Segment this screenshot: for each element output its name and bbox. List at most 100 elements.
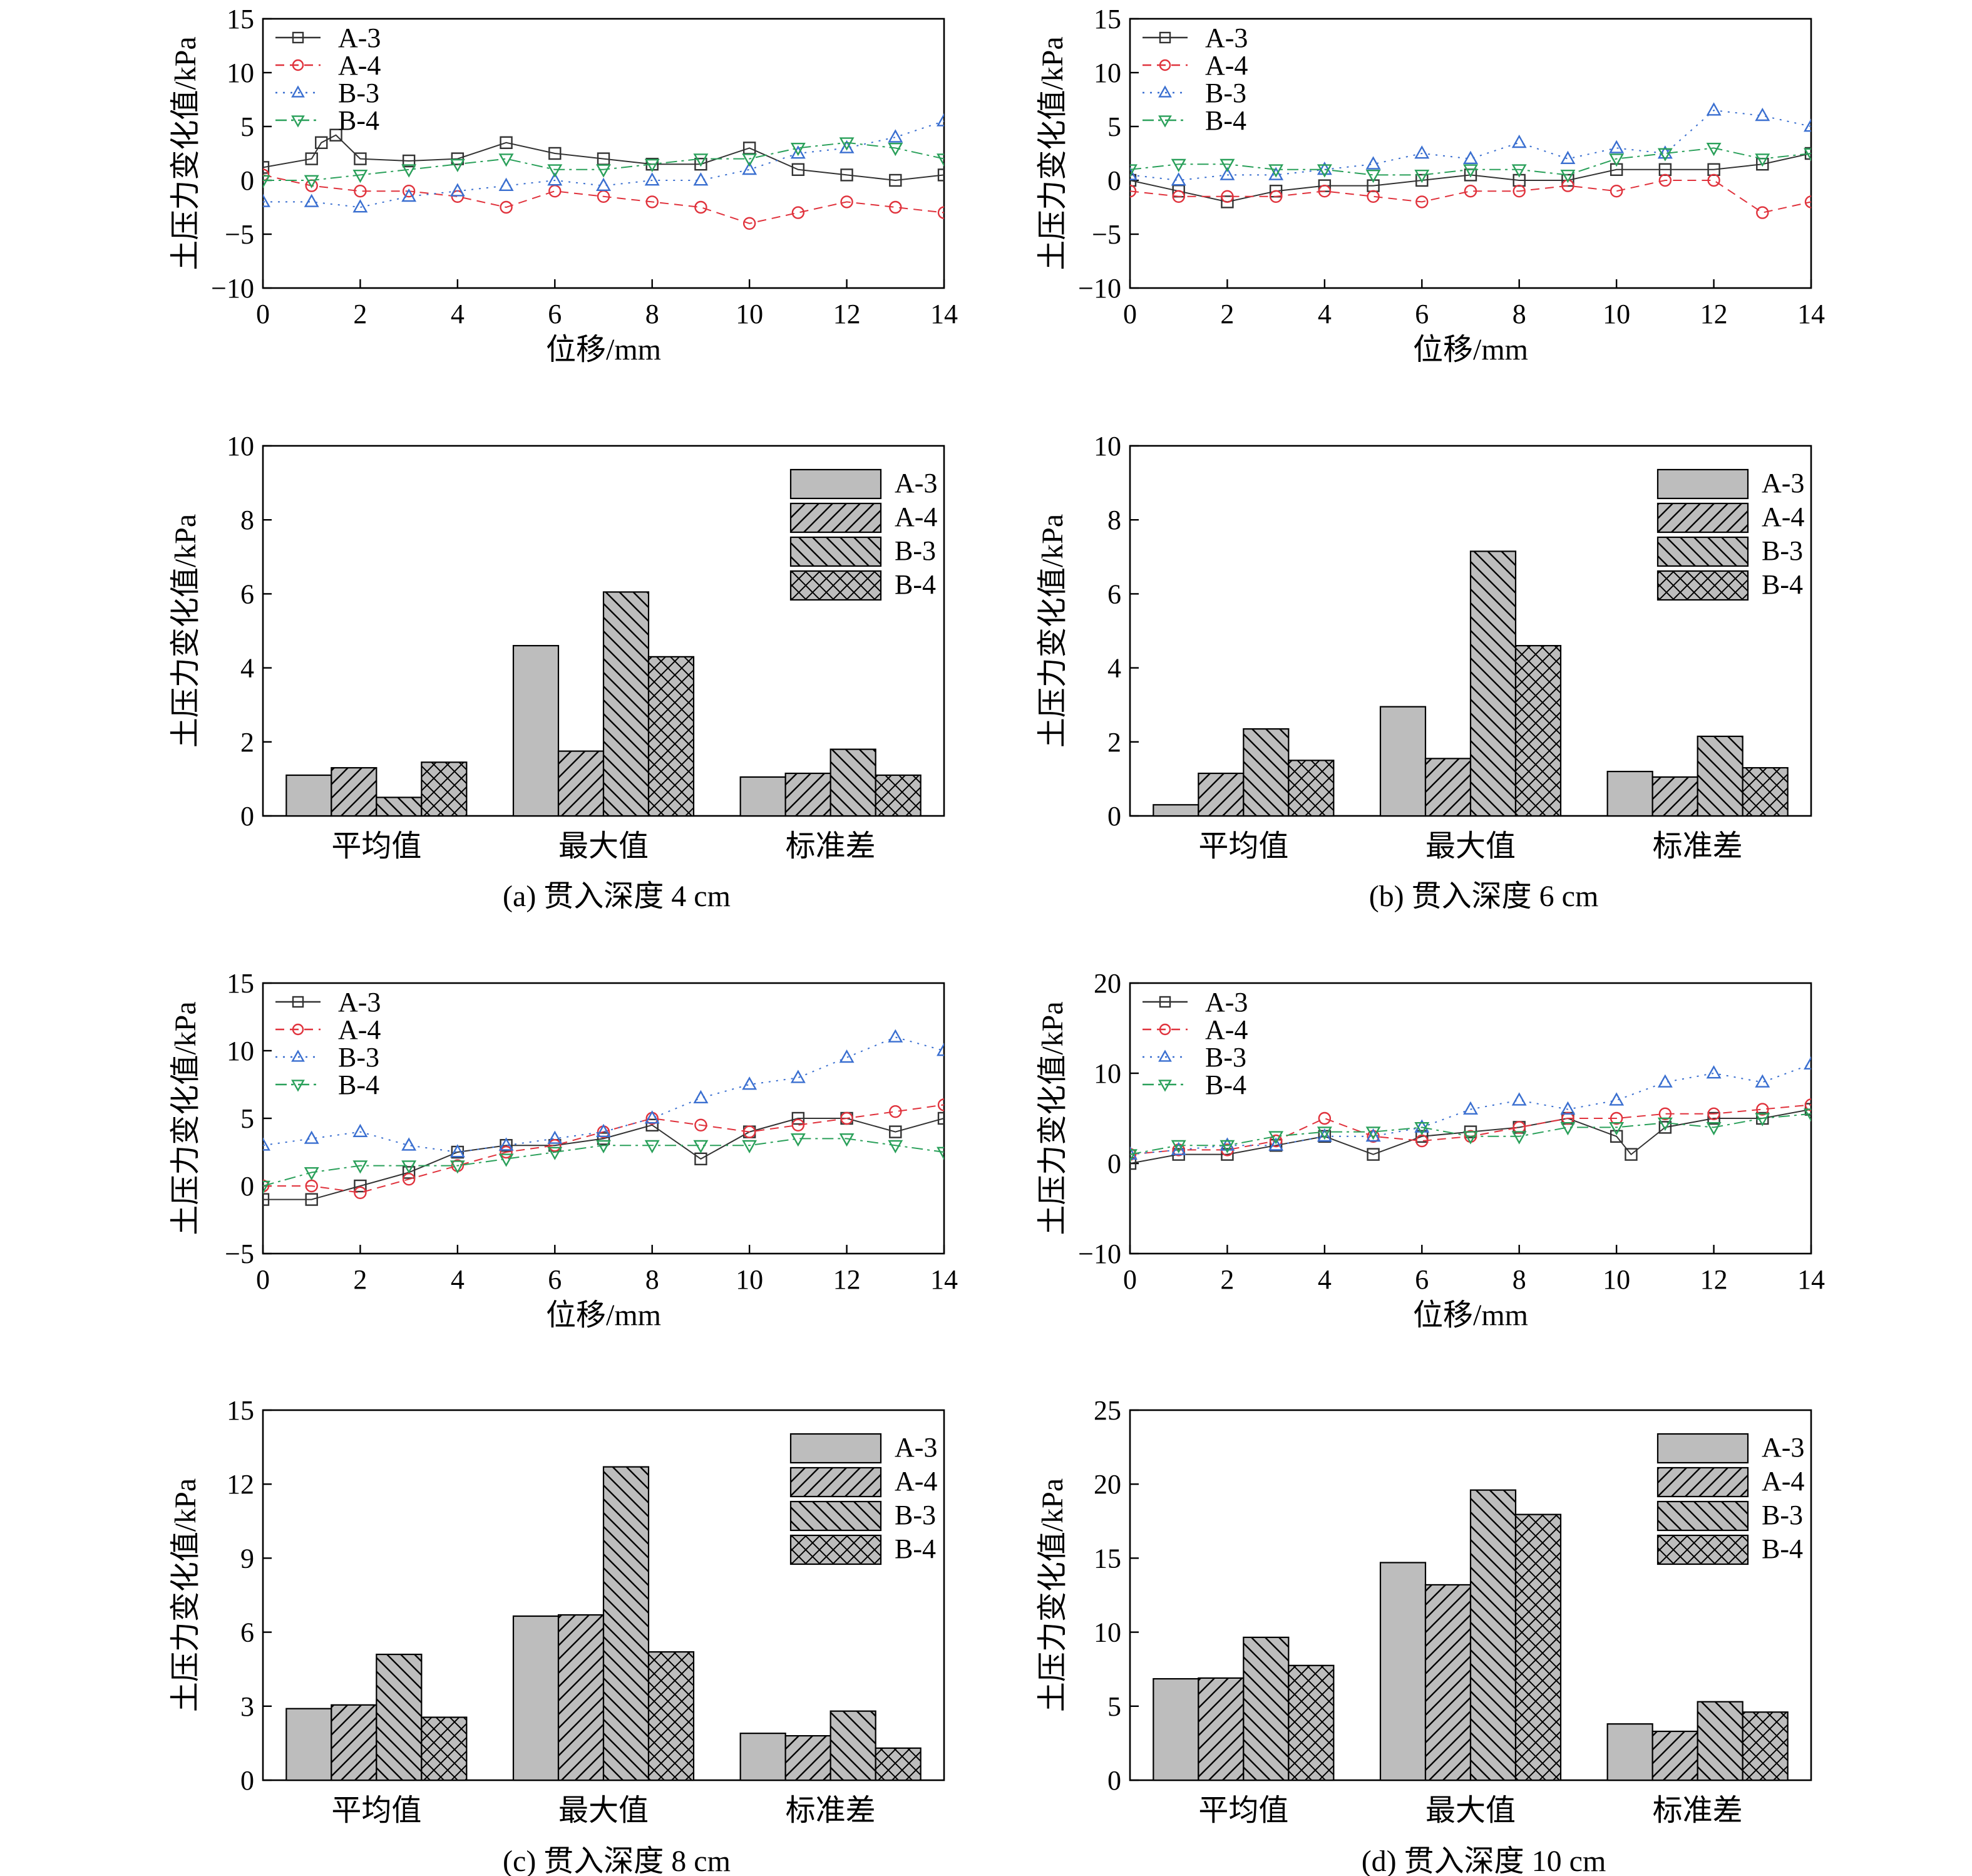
series-B-4 — [1130, 142, 1811, 183]
bar-A-3 — [1606, 770, 1653, 817]
legend-swatch — [1656, 1466, 1749, 1498]
bar-A-4 — [331, 767, 377, 817]
data-point — [305, 152, 318, 165]
series-A-4 — [263, 1098, 944, 1200]
bar-A-4 — [1651, 1730, 1698, 1781]
bar-panel-d-bottom: 0 5 10 15 20 25 土压力变化值/kPa 平均值 最大值 标准差 A-3A-4B-3B-… — [1036, 1395, 1812, 1827]
data-point — [1171, 158, 1186, 172]
y-tick-label: 9 — [240, 1543, 254, 1574]
scatter-panel-b-top: −10 −5 0 5 10 15 土压力变化值/kPa 0 2 4 6 8 10 12 14 位移/mm A-3… — [1036, 4, 1825, 366]
data-point — [354, 1186, 367, 1200]
legend-marker — [292, 59, 304, 71]
y-tick-label: −5 — [1092, 219, 1121, 250]
bar-A-3 — [739, 1733, 786, 1781]
legend-label: A-4 — [895, 1466, 937, 1497]
bar-panel-a-bottom: 0 2 4 6 8 10 土压力变化值/kPa 平均值 最大值 标准差 A-3 A-4B-3B-4 — [169, 431, 945, 863]
data-point — [1511, 1092, 1527, 1106]
data-point — [889, 173, 902, 187]
data-point — [1414, 145, 1430, 159]
data-point — [937, 1147, 944, 1160]
data-point — [401, 1160, 417, 1174]
bars — [285, 1466, 922, 1781]
legend-label: A-3 — [1762, 1432, 1804, 1463]
legend-label: A-3 — [895, 1432, 937, 1463]
bar-A-4 — [784, 1734, 831, 1781]
x-tick-label: 6 — [548, 299, 562, 329]
data-point — [402, 154, 416, 168]
y-tick-label: 20 — [1094, 968, 1121, 999]
data-point — [500, 136, 513, 150]
data-point — [304, 175, 319, 188]
data-point — [1609, 1121, 1625, 1136]
legend-label: B-3 — [1205, 78, 1246, 108]
y-tick-label: −5 — [225, 1239, 254, 1269]
data-point — [888, 1140, 903, 1153]
data-point — [1318, 185, 1332, 198]
data-point — [839, 1133, 855, 1147]
y-tick-label: 2 — [240, 727, 254, 758]
data-point — [449, 183, 465, 197]
series-B-4 — [263, 1133, 944, 1194]
data-point — [1130, 1149, 1137, 1163]
y-tick-label: 3 — [240, 1691, 254, 1722]
data-point — [644, 172, 660, 186]
data-point — [1414, 1121, 1430, 1136]
data-point — [1367, 1148, 1380, 1161]
x-tick-label: 14 — [1797, 1264, 1825, 1295]
data-point — [596, 164, 611, 178]
data-point — [791, 1118, 805, 1132]
series-line — [1130, 1113, 1811, 1155]
data-point — [451, 152, 465, 165]
data-point — [498, 177, 514, 191]
data-point — [1707, 173, 1720, 187]
x-tick-label: 2 — [1220, 1264, 1234, 1295]
data-point — [742, 217, 756, 230]
x-tick-label: 12 — [1700, 299, 1728, 329]
plot-area — [263, 1029, 944, 1206]
y-tick-label: 5 — [1107, 1691, 1121, 1722]
bar-B-4 — [1514, 1513, 1562, 1781]
bar-B-3 — [1243, 728, 1290, 817]
bar-A-3 — [1379, 1562, 1427, 1781]
y-axis-label: 土压力变化值/kPa — [1036, 1001, 1069, 1235]
legend-label: B-3 — [338, 1042, 379, 1073]
data-point — [263, 161, 270, 174]
legend-swatch — [1656, 468, 1749, 500]
data-point — [790, 1133, 806, 1147]
x-tick-label: 10 — [736, 299, 763, 329]
y-axis-label: 土压力变化值/kPa — [1036, 36, 1069, 270]
x-tick-label: 10 — [1603, 1264, 1630, 1295]
y-axis-label: 土压力变化值/kPa — [169, 36, 202, 270]
data-point — [1511, 1131, 1527, 1145]
data-point — [1317, 164, 1332, 178]
data-point — [1220, 167, 1235, 180]
data-point — [263, 168, 270, 182]
data-point — [1269, 1134, 1283, 1148]
series-line — [263, 174, 944, 224]
category-label: 平均值 — [331, 1794, 421, 1827]
data-point — [1130, 167, 1137, 180]
data-point — [1804, 1056, 1811, 1070]
y-tick-label: −10 — [1078, 273, 1121, 304]
legend-marker — [291, 115, 305, 128]
data-point — [1268, 167, 1284, 180]
legend-label: A-4 — [1762, 502, 1804, 532]
series-A-4 — [1130, 173, 1811, 219]
bar-A-4 — [1651, 776, 1698, 817]
data-point — [1268, 1137, 1284, 1151]
y-tick-label: 15 — [1094, 1543, 1121, 1574]
data-point — [548, 147, 562, 160]
data-point — [597, 1132, 610, 1145]
y-tick-label: 0 — [240, 1171, 254, 1202]
bar-B-3 — [1243, 1636, 1290, 1781]
data-point — [694, 1118, 707, 1132]
series-line — [1130, 1108, 1811, 1164]
legend-swatch — [789, 502, 882, 533]
y-tick-label: −10 — [211, 273, 254, 304]
x-axis-label: 位移/mm — [1413, 333, 1528, 366]
data-point — [840, 1111, 853, 1125]
legend-marker — [1158, 115, 1172, 128]
series-line — [1130, 110, 1811, 182]
legend-label: A-4 — [895, 502, 937, 532]
data-point — [1657, 148, 1673, 162]
